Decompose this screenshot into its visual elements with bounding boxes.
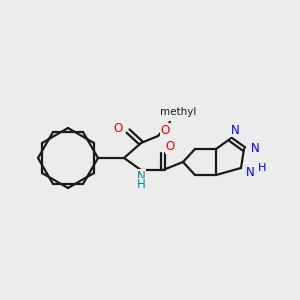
Text: N: N [246,166,254,178]
Text: O: O [160,124,169,136]
Text: O: O [165,140,175,154]
Text: N: N [231,124,239,136]
Text: methyl: methyl [160,107,196,117]
Text: H: H [136,178,146,191]
Text: O: O [113,122,123,134]
Text: H: H [258,163,266,173]
Text: N: N [136,169,146,182]
Text: N: N [250,142,260,154]
